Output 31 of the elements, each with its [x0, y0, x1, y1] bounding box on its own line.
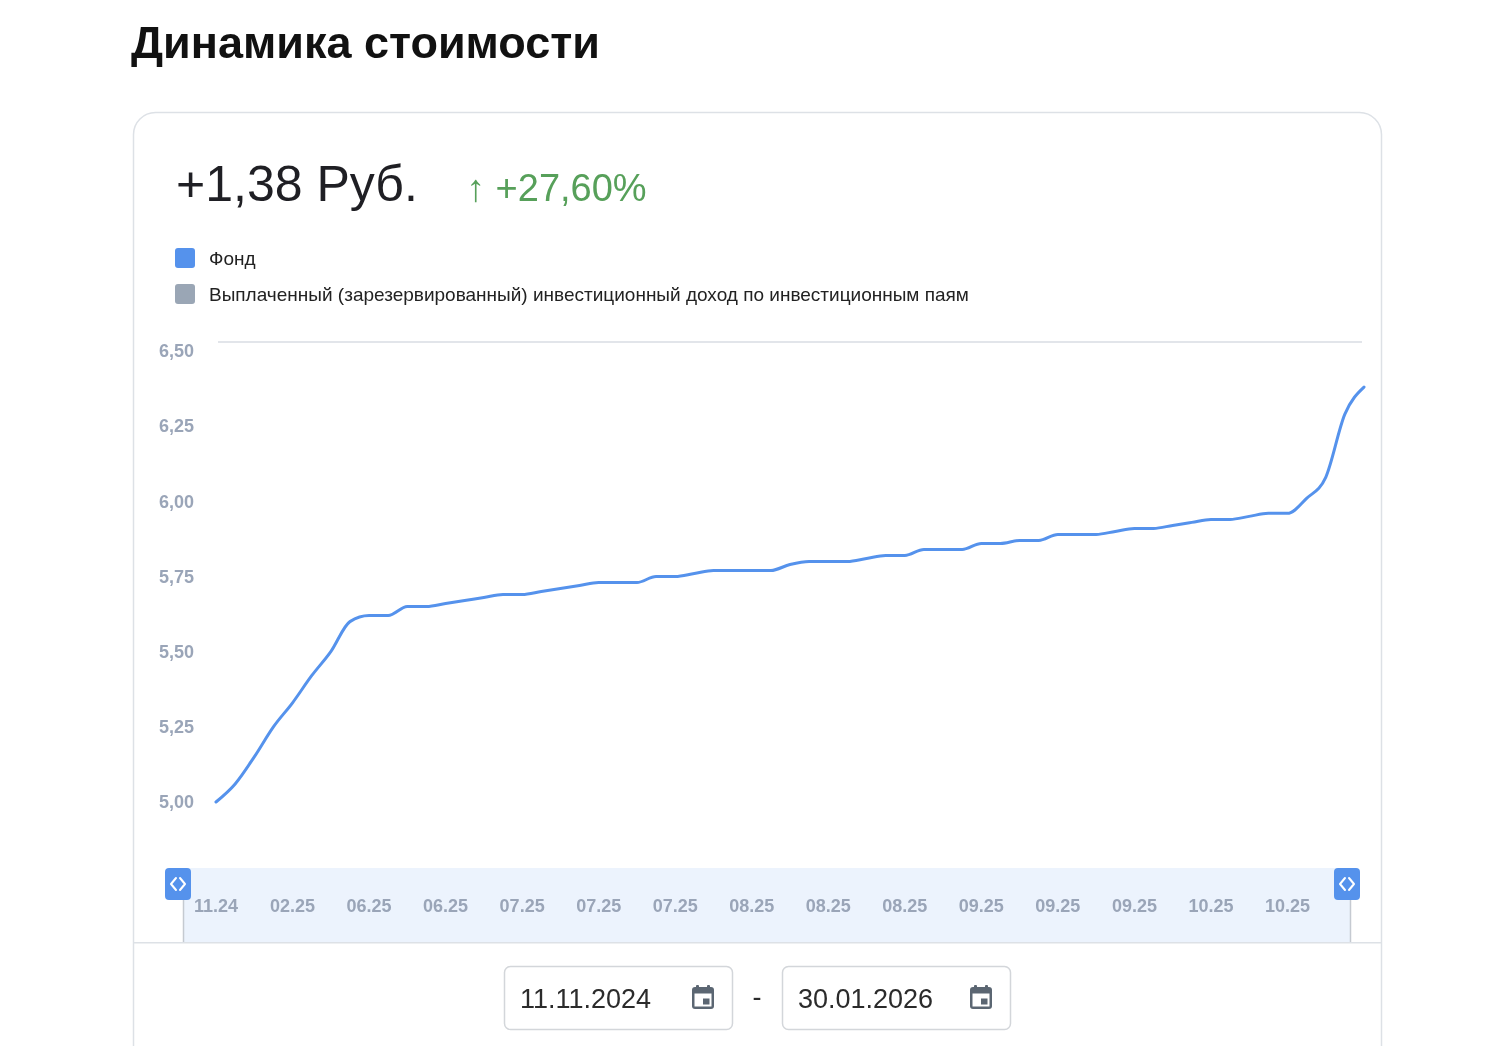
x-tick-label: 06.25 — [346, 896, 392, 917]
y-tick-label: 6,50 — [158, 341, 194, 362]
x-tick-label: 06.25 — [423, 896, 469, 917]
legend-label: Выплаченный (зарезервированный) инвестиционный доход по инвестиционным паям — [209, 283, 969, 305]
text: ↑ +27,60% — [466, 167, 647, 209]
x-tick-label: 11.24 — [193, 896, 239, 917]
x-tick-label: 08.25 — [882, 896, 928, 917]
legend-label: Фонд — [209, 247, 256, 269]
x-tick-label: 07.25 — [499, 896, 545, 917]
y-tick-label: 6,25 — [158, 416, 194, 437]
line-series — [214, 385, 1366, 804]
x-tick-label: 07.25 — [652, 896, 698, 917]
y-tick-label: 5,25 — [158, 717, 194, 738]
y-tick-label: 6,00 — [158, 491, 194, 512]
text: +1,38 Руб. — [176, 156, 418, 212]
text: 30.01.2026 — [798, 984, 934, 1014]
x-tick-label: 07.25 — [576, 896, 622, 917]
y-tick-label: 5,50 — [158, 641, 194, 662]
x-tick-label: 09.25 — [1035, 896, 1081, 917]
x-tick-label: 09.25 — [958, 896, 1004, 917]
x-tick-label: 09.25 — [1111, 896, 1157, 917]
y-tick-label: 5,00 — [158, 792, 194, 813]
y-tick-label: 5,75 — [158, 566, 194, 587]
text: - — [752, 982, 762, 1012]
chart-title: Динамика стоимости — [131, 17, 600, 68]
x-tick-label: 10.25 — [1188, 896, 1234, 917]
x-tick-label: 08.25 — [729, 896, 775, 917]
x-tick-label: 10.25 — [1264, 896, 1310, 917]
x-tick-label: 02.25 — [270, 896, 316, 917]
x-tick-label: 08.25 — [805, 896, 851, 917]
text: 11.11.2024 — [520, 984, 652, 1014]
